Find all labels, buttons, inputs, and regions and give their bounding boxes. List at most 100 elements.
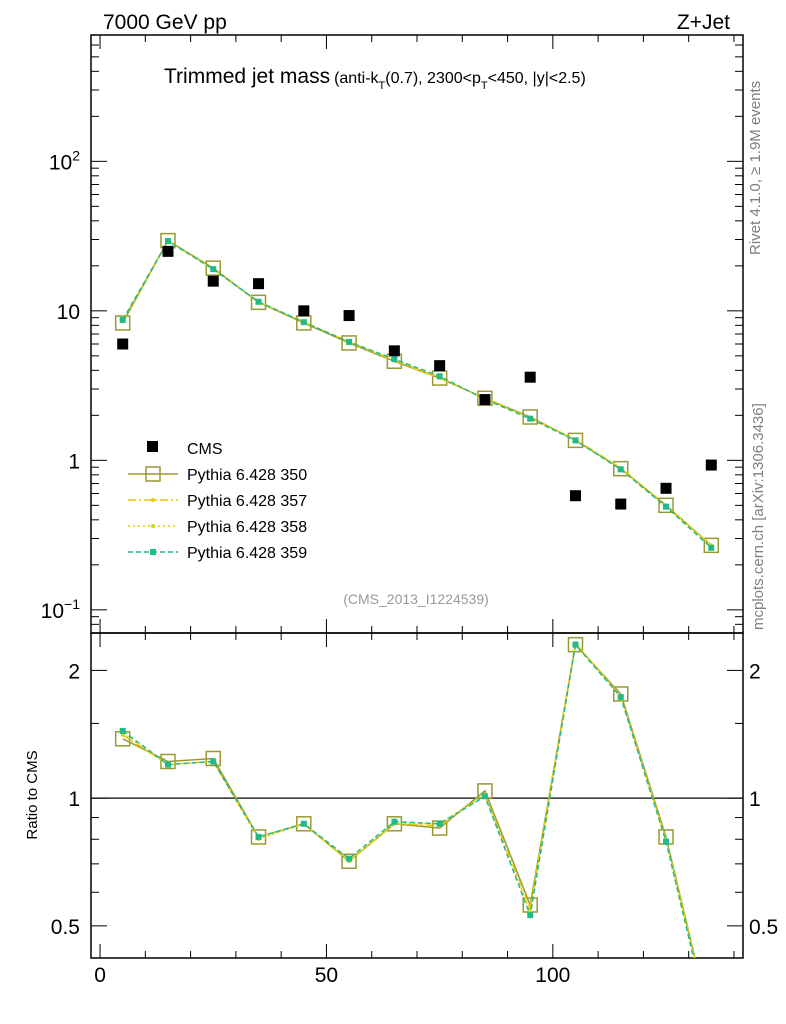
series-marker-359: [346, 855, 353, 862]
chart-title: Trimmed jet mass: [164, 65, 330, 88]
series-marker-350: [567, 432, 584, 449]
legend-cms-label: CMS: [187, 441, 223, 458]
subtitle-e: <450, |y|<2.5): [488, 70, 586, 87]
legend-350-label: Pythia 6.428 350: [187, 467, 307, 484]
subtitle-a: (anti-k: [334, 70, 379, 87]
series-marker-359: [391, 356, 398, 363]
rivet-label: Rivet 4.1.0, ≥ 1.9M events: [747, 81, 764, 255]
cms-point: [388, 345, 400, 357]
main-panel-frame: [90, 34, 744, 634]
series-marker-350: [205, 750, 221, 767]
main-mc-series: [114, 232, 720, 554]
cms-point: [434, 360, 446, 372]
header-process: Z+Jet: [677, 11, 730, 34]
series-marker-359: [481, 793, 488, 800]
series-marker-350: [613, 686, 629, 702]
cms-point: [569, 490, 581, 502]
series-marker-359: [663, 503, 670, 510]
series-marker-359: [164, 761, 171, 768]
cms-point: [207, 275, 219, 287]
y-tick-label: 1: [68, 450, 80, 473]
series-marker-359: [300, 319, 307, 326]
legend-350-marker: [145, 466, 161, 482]
series-marker-350: [296, 816, 312, 832]
mcplots-label: mcplots.cern.ch [arXiv:1306.3436]: [750, 403, 767, 630]
series-line-359: [122, 239, 712, 549]
series-marker-359: [119, 316, 126, 323]
cms-point: [705, 459, 717, 471]
series-marker-350: [250, 294, 267, 311]
series-marker-359: [572, 641, 579, 648]
x-tick-label: 100: [535, 964, 570, 987]
y-tick-label: 10−1: [41, 596, 81, 623]
x-tick-labels: 0 50 100: [94, 964, 570, 987]
series-marker-350: [250, 829, 267, 845]
x-tick-label: 50: [315, 964, 338, 987]
legend-cms-marker: [147, 441, 158, 452]
chart-title-group: Trimmed jet mass (anti-kT(0.7), 2300<pT<4…: [164, 65, 586, 92]
cms-point: [343, 310, 355, 322]
series-marker-359: [436, 373, 443, 380]
series-marker-350: [341, 335, 357, 351]
cms-point: [524, 371, 536, 383]
series-marker-350: [567, 636, 584, 653]
series-marker-359: [346, 338, 353, 345]
y-tick-label: 102: [49, 147, 80, 174]
cms-point: [298, 305, 310, 317]
cms-point: [162, 245, 174, 257]
x-tick-label: 0: [94, 964, 106, 987]
legend-359-label: Pythia 6.428 359: [187, 545, 307, 562]
ratio-y-tick-labels: 0.5 0.5 1 1 2 2: [51, 660, 778, 938]
series-marker-359: [164, 238, 171, 245]
series-marker-359: [210, 266, 217, 273]
ratio-y-label: Ratio to CMS: [24, 750, 41, 839]
ratio-panel-frame: [90, 632, 744, 959]
analysis-id: (CMS_2013_I1224539): [343, 591, 489, 607]
cms-point: [479, 394, 491, 406]
series-line-359: [122, 642, 695, 958]
series-marker-350: [341, 853, 357, 869]
cms-point: [660, 482, 672, 494]
subtitle-b: T: [379, 80, 386, 92]
cms-point: [117, 338, 129, 350]
y-tick-label: 10: [57, 301, 80, 324]
series-marker-350: [613, 460, 629, 477]
series-marker-350: [658, 497, 674, 514]
ratio-axis-ticks: [91, 633, 743, 958]
series-marker-359: [391, 818, 398, 825]
ratio-y-tick-label-right: 1: [749, 788, 761, 811]
series-marker-350: [114, 315, 131, 331]
ratio-y-tick-label-right: 2: [749, 660, 761, 683]
legend-357-marker: [151, 498, 155, 502]
subtitle-c: (0.7), 2300<p: [385, 70, 481, 87]
series-marker-359: [572, 437, 579, 444]
series-line-358: [122, 239, 712, 546]
legend-357-label: Pythia 6.428 357: [187, 493, 307, 510]
series-marker-359: [255, 298, 262, 305]
series-marker-359: [708, 544, 715, 551]
ratio-y-tick-label-left: 2: [68, 660, 80, 683]
series-marker-350: [703, 537, 720, 554]
series-line-358: [122, 642, 696, 958]
series-marker-350: [160, 753, 176, 770]
series-marker-359: [436, 820, 443, 827]
legend-358-marker: [151, 524, 155, 528]
series-marker-359: [119, 727, 126, 734]
series-marker-359: [255, 833, 262, 840]
main-cms-points: [117, 245, 717, 510]
ratio-y-tick-label-left: 0.5: [51, 916, 80, 939]
series-line-350: [122, 643, 696, 958]
legend-359-marker: [150, 549, 156, 555]
ratio-mc-series: [114, 636, 696, 958]
main-axis-ticks: [91, 34, 743, 634]
ratio-y-tick-label-right: 0.5: [749, 916, 778, 939]
cms-point: [615, 498, 627, 510]
series-marker-359: [663, 838, 670, 845]
series-marker-359: [300, 820, 307, 827]
series-marker-359: [617, 694, 624, 701]
header-energy: 7000 GeV pp: [103, 11, 227, 34]
legend-358-label: Pythia 6.428 358: [187, 519, 307, 536]
main-y-tick-labels: 10−1 1 10 102: [41, 147, 81, 623]
subtitle-d: T: [481, 80, 488, 92]
